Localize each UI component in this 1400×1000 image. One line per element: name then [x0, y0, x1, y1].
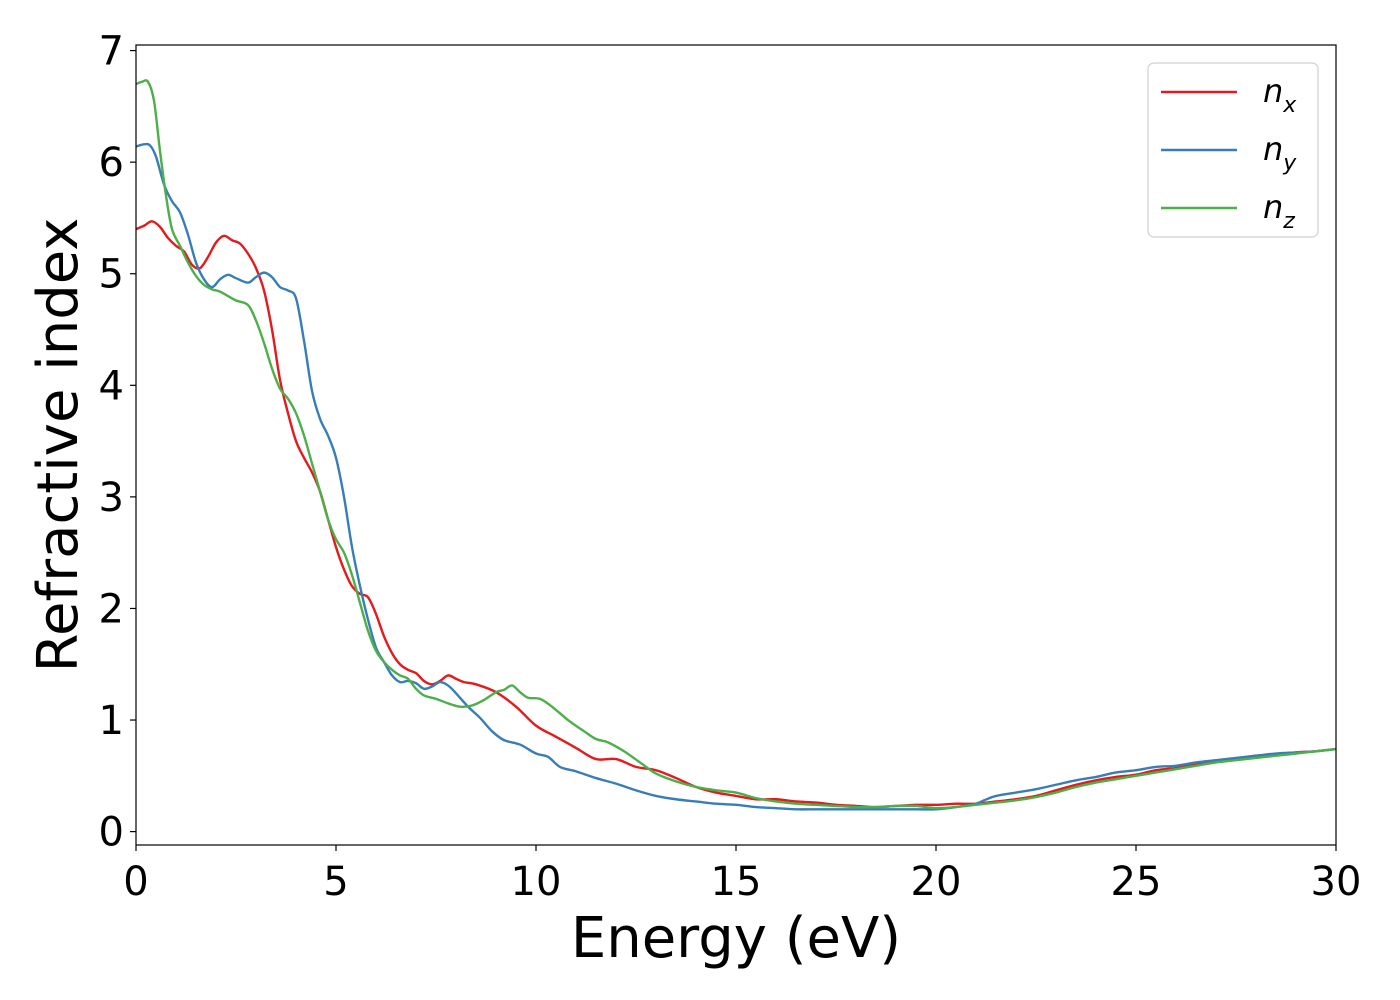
- x-tick-label: 10: [511, 859, 562, 905]
- y-tick-label: 0: [99, 810, 124, 856]
- series-line-nz: [136, 79, 1336, 810]
- x-tick-label: 5: [323, 859, 348, 905]
- legend-label-subscript: z: [1282, 209, 1295, 234]
- y-tick-label: 4: [99, 363, 124, 409]
- x-axis-title: Energy (eV): [571, 906, 901, 971]
- y-tick-label: 6: [99, 140, 124, 186]
- x-tick-label: 25: [1111, 859, 1162, 905]
- x-axis-ticks: 0 5 10 15 20 25 30: [123, 845, 1361, 905]
- x-tick-label: 0: [123, 859, 148, 905]
- legend-label-base: n: [1263, 72, 1283, 110]
- y-tick-label: 2: [99, 586, 124, 632]
- legend-label-subscript: x: [1282, 93, 1297, 118]
- legend-label-nx: nx: [1263, 72, 1297, 118]
- series-line-nx: [136, 220, 1336, 809]
- x-tick-label: 30: [1311, 859, 1362, 905]
- x-tick-label: 15: [711, 859, 762, 905]
- series-layer: [136, 79, 1336, 811]
- legend-label-ny: ny: [1263, 130, 1297, 176]
- legend-label-nz: nz: [1263, 188, 1295, 234]
- y-tick-label: 3: [99, 475, 124, 521]
- legend-label-base: n: [1263, 130, 1283, 168]
- series-line-ny: [136, 142, 1336, 811]
- legend-label-subscript: y: [1282, 151, 1297, 176]
- legend-label-base: n: [1263, 188, 1283, 226]
- x-tick-label: 20: [911, 859, 962, 905]
- y-axis-ticks: 0 1 2 3 4 5 6 7: [99, 29, 136, 856]
- y-axis-title: Refractive index: [26, 218, 91, 673]
- y-tick-label: 1: [99, 698, 124, 744]
- y-tick-label: 5: [99, 252, 124, 298]
- y-tick-label: 7: [99, 29, 124, 75]
